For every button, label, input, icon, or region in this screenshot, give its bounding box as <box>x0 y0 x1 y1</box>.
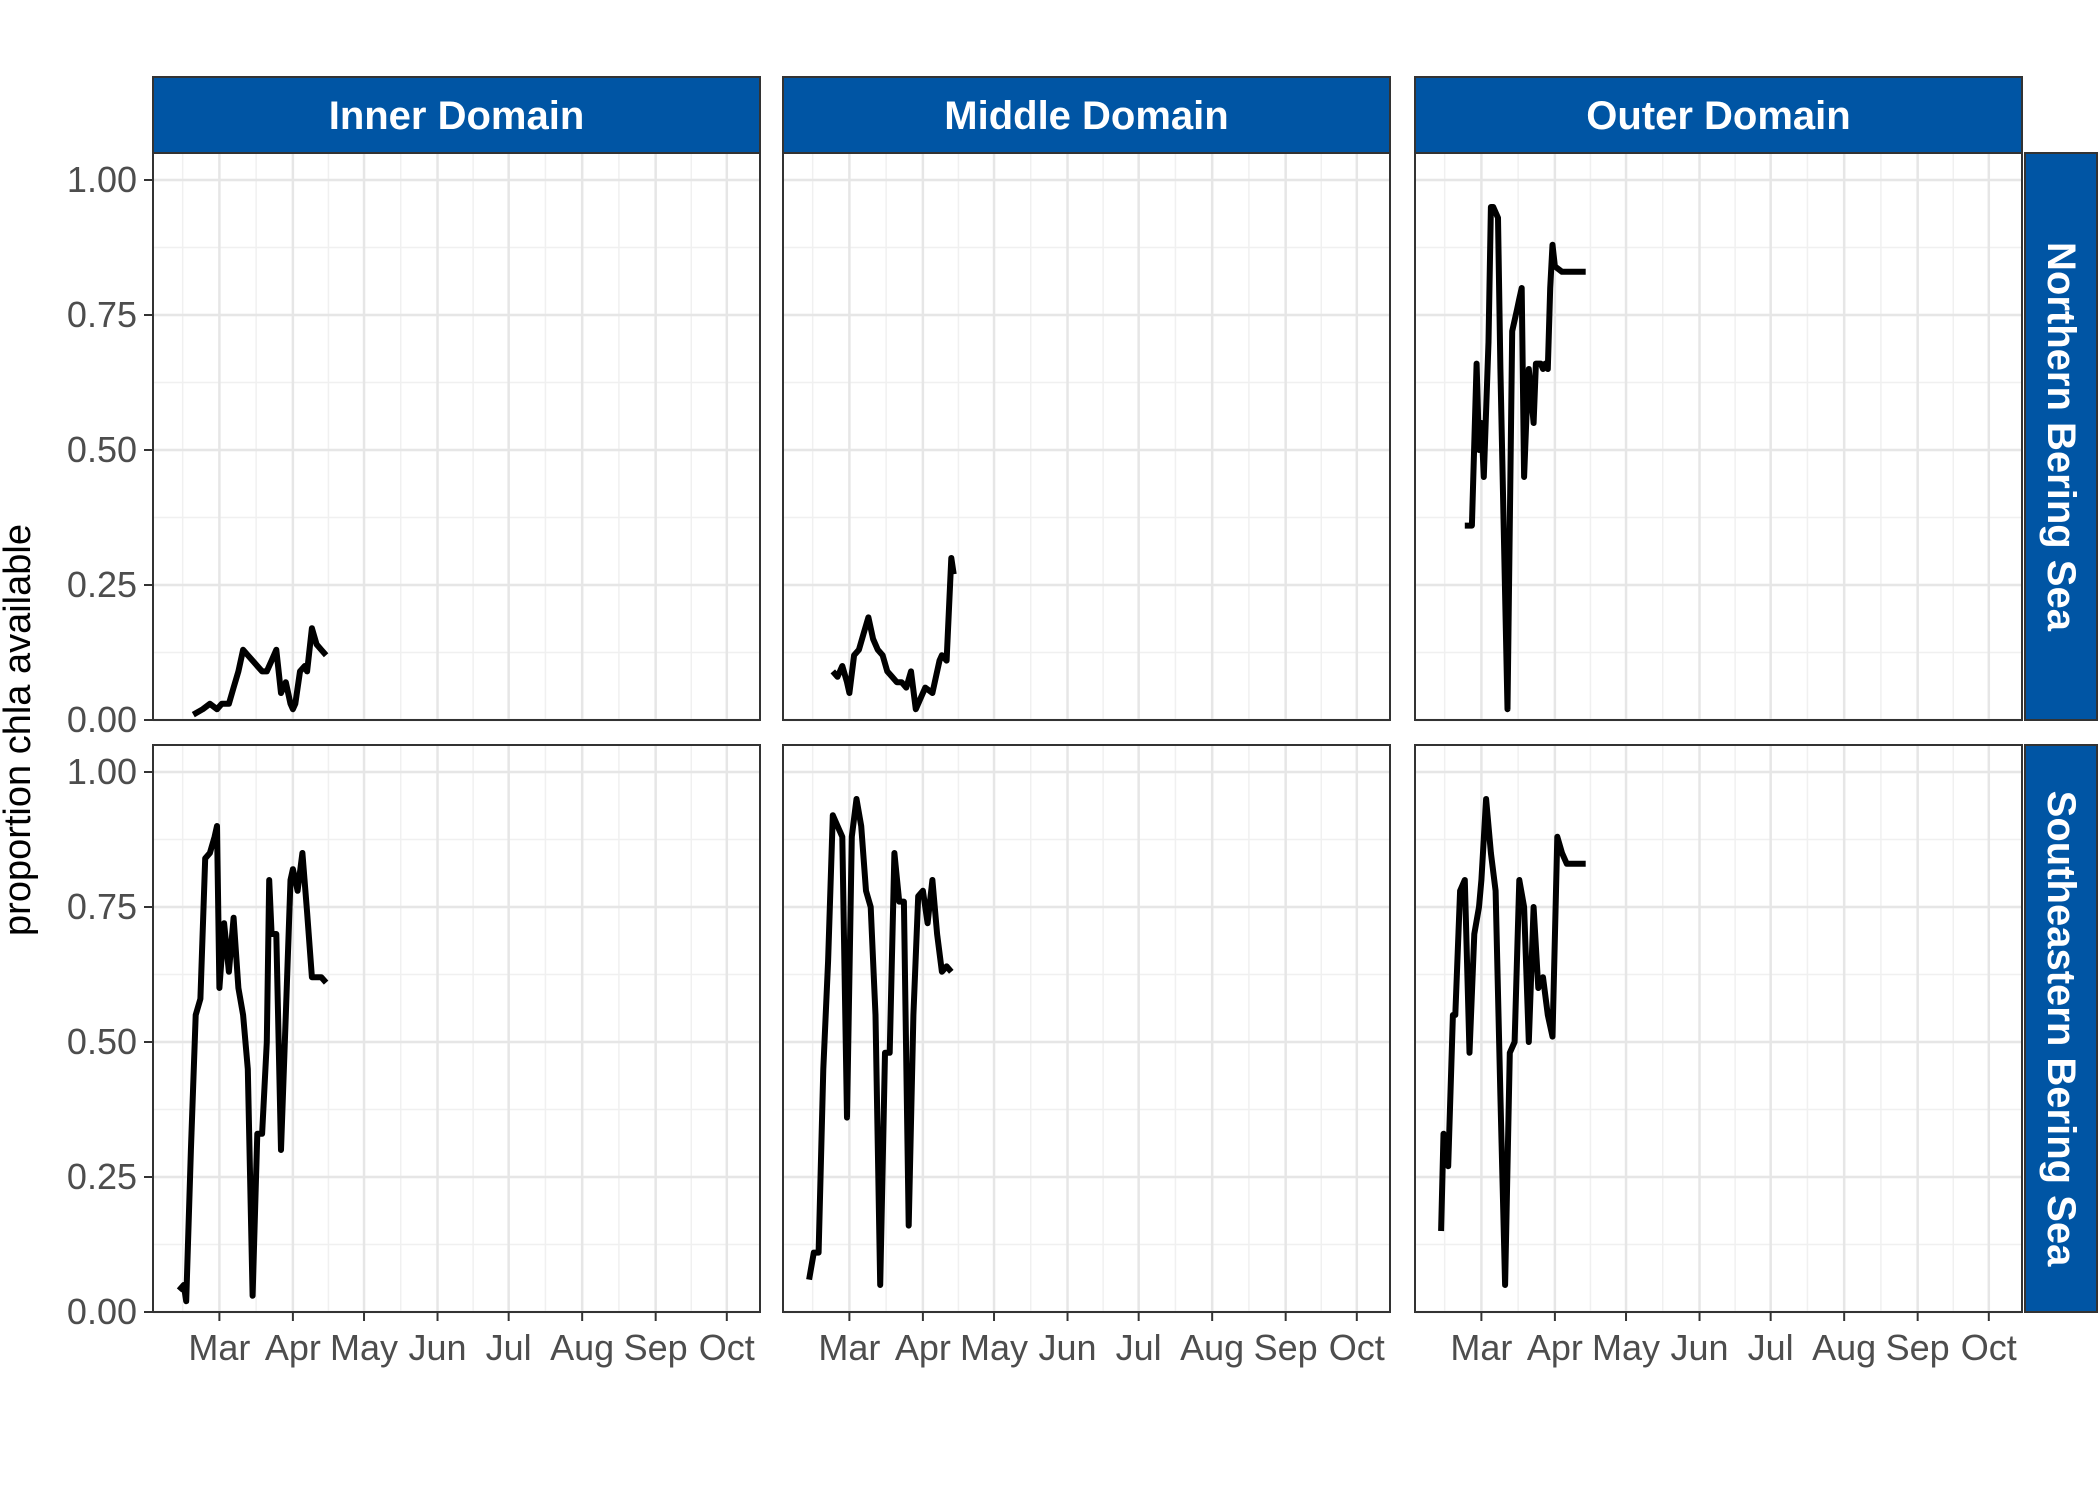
series-line <box>176 823 329 1305</box>
strip-background <box>152 76 761 154</box>
y-tick-label: 1.00 <box>67 159 137 200</box>
x-tick-label: Mar <box>818 1327 880 1368</box>
strip-label: Inner Domain <box>329 94 585 138</box>
strip-label: Southeastern Bering Sea <box>2039 791 2083 1267</box>
panel-border <box>782 744 1391 1313</box>
strip-label: Outer Domain <box>1586 94 1850 138</box>
x-tick-label: Sep <box>624 1327 688 1368</box>
strip-inner-domain: Inner Domain <box>152 76 761 154</box>
x-tick-label: May <box>960 1327 1028 1368</box>
strip-background <box>2024 152 2098 721</box>
series-line <box>1464 204 1586 713</box>
x-tick-label: Jun <box>409 1327 467 1368</box>
strip-background <box>2024 744 2098 1313</box>
x-tick-label: Sep <box>1886 1327 1950 1368</box>
x-tick-label: Jul <box>1116 1327 1162 1368</box>
x-tick-label: Jul <box>486 1327 532 1368</box>
x-tick-label: Apr <box>265 1327 321 1368</box>
x-tick-label: Apr <box>1527 1327 1583 1368</box>
series-line <box>830 555 957 713</box>
y-tick-label: 0.00 <box>67 699 137 740</box>
x-tick-label: Jun <box>1039 1327 1097 1368</box>
x-tick-label: May <box>330 1327 398 1368</box>
x-tick-label: Aug <box>1812 1327 1876 1368</box>
panel-northern-bering-sea-outer-domain <box>1414 152 2023 722</box>
y-axis-title: proportion chla available <box>0 524 39 936</box>
series-line <box>1438 796 1586 1288</box>
series-line <box>806 796 954 1288</box>
strip-background <box>782 76 1391 154</box>
panel-background <box>153 153 760 720</box>
strip-southeastern-bering-sea: Southeastern Bering Sea <box>2024 744 2098 1313</box>
y-tick-label: 0.25 <box>67 564 137 605</box>
x-tick-label: Oct <box>1329 1327 1385 1368</box>
strip-label: Middle Domain <box>944 94 1228 138</box>
x-tick-label: Oct <box>1961 1327 2017 1368</box>
panel-southeastern-bering-sea-outer-domain: Mar Apr May Jun Jul Aug Sep Oct <box>1414 744 2023 1368</box>
panel-border <box>152 744 761 1313</box>
panel-northern-bering-sea-middle-domain <box>782 152 1391 722</box>
x-tick-label: Jul <box>1748 1327 1794 1368</box>
panel-southeastern-bering-sea-inner-domain: 0.00 0.25 0.50 0.75 1.00 Mar Apr May Jun Jul Aug Se… <box>67 744 761 1368</box>
series-line <box>191 625 329 718</box>
x-tick-label: May <box>1592 1327 1660 1368</box>
y-tick-label: 0.75 <box>67 886 137 927</box>
y-tick-label: 1.00 <box>67 751 137 792</box>
y-tick-label: 0.75 <box>67 294 137 335</box>
y-tick-label: 0.25 <box>67 1156 137 1197</box>
x-tick-label: Mar <box>1450 1327 1512 1368</box>
y-tick-label: 0.50 <box>67 1021 137 1062</box>
y-tick-label: 0.50 <box>67 429 137 470</box>
panel-southeastern-bering-sea-middle-domain: Mar Apr May Jun Jul Aug Sep Oct <box>782 744 1391 1368</box>
x-tick-label: Oct <box>699 1327 755 1368</box>
panel-border <box>1414 744 2023 1313</box>
panel-northern-bering-sea-inner-domain: 0.00 0.25 0.50 0.75 1.00 <box>67 152 761 740</box>
panel-border <box>152 152 761 721</box>
x-tick-label: Mar <box>188 1327 250 1368</box>
strip-background <box>1414 76 2023 154</box>
strip-northern-bering-sea: Northern Bering Sea <box>2024 152 2098 721</box>
x-tick-label: Jun <box>1671 1327 1729 1368</box>
x-tick-label: Aug <box>550 1327 614 1368</box>
x-tick-label: Apr <box>895 1327 951 1368</box>
strip-middle-domain: Middle Domain <box>782 76 1391 154</box>
x-tick-label: Aug <box>1180 1327 1244 1368</box>
x-tick-label: Sep <box>1254 1327 1318 1368</box>
y-tick-label: 0.00 <box>67 1291 137 1332</box>
strip-label: Northern Bering Sea <box>2039 242 2083 632</box>
strip-outer-domain: Outer Domain <box>1414 76 2023 154</box>
panel-border <box>782 152 1391 721</box>
panel-border <box>1414 152 2023 721</box>
